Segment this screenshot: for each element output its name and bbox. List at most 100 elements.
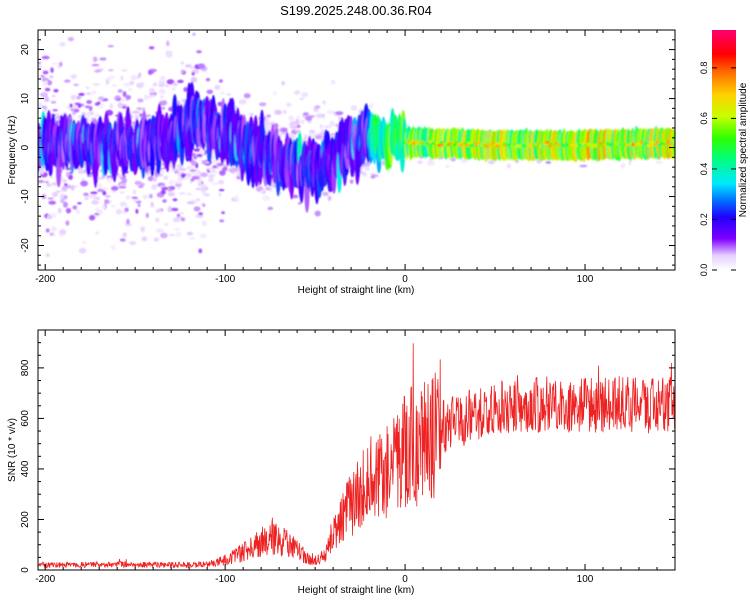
- heatmap-noise-cell: [212, 165, 217, 169]
- heatmap-noise-cell: [84, 112, 92, 118]
- heatmap-noise-cell: [136, 82, 144, 89]
- heatmap-noise-cell: [97, 106, 104, 109]
- heatmap-noise-cell: [192, 32, 196, 36]
- heatmap-noise-cell: [214, 84, 221, 90]
- heatmap-noise-cell: [72, 205, 78, 210]
- heatmap-noise-cell: [123, 82, 131, 87]
- heatmap-noise-cell: [274, 109, 282, 115]
- heatmap-x-ticks: -200 -100 0 100: [35, 30, 676, 285]
- heatmap-noise-cell: [78, 247, 87, 254]
- y-tick-label: 800: [20, 359, 31, 376]
- heatmap-noise-cell: [150, 201, 154, 208]
- heatmap-noise-cell: [164, 222, 169, 227]
- heatmap-noise-cell: [127, 87, 133, 92]
- heatmap-noise-cell: [148, 46, 155, 50]
- heatmap-noise-cell: [91, 90, 97, 95]
- heatmap-noise-cell: [148, 69, 153, 76]
- heatmap-noise-cell: [162, 199, 167, 203]
- colorbar-ticks: 0.0 0.2 0.4 0.6 0.8: [699, 62, 736, 276]
- heatmap-noise-cell: [294, 90, 301, 95]
- heatmap-noise-cell: [101, 187, 110, 190]
- heatmap-noise-cell: [47, 197, 54, 200]
- heatmap-noise-cell: [329, 122, 336, 127]
- heatmap-noise-cell: [120, 75, 124, 81]
- heatmap-noise-cell: [208, 174, 214, 178]
- heatmap-core-cell: [672, 140, 675, 144]
- snr-background: [38, 330, 675, 570]
- heatmap-noise-cell: [186, 201, 194, 205]
- heatmap-noise-cell: [200, 148, 205, 155]
- heatmap-noise-cell: [211, 182, 219, 186]
- heatmap-noise-cell: [214, 170, 218, 173]
- heatmap-noise-cell: [66, 171, 70, 178]
- colorbar: 0.0 0.2 0.4 0.6 0.8 Normalized spectral ampl…: [699, 30, 749, 276]
- heatmap-noise-cell: [165, 83, 169, 88]
- heatmap-noise-cell: [89, 214, 96, 221]
- heatmap-noise-cell: [506, 163, 511, 169]
- heatmap-noise-cell: [120, 96, 127, 103]
- colorbar-tick-label: 0.8: [699, 62, 709, 75]
- heatmap-noise-cell: [122, 210, 126, 214]
- heatmap-noise-cell: [41, 105, 48, 109]
- heatmap-noise-cell: [92, 56, 98, 63]
- y-tick-label: 0: [20, 144, 31, 150]
- heatmap-noise-cell: [129, 241, 137, 246]
- heatmap-noise-cell: [122, 104, 127, 107]
- heatmap-noise-cell: [42, 70, 49, 75]
- heatmap-noise-cell: [50, 67, 54, 73]
- heatmap-noise-cell: [65, 220, 70, 226]
- heatmap-noise-cell: [61, 185, 68, 192]
- heatmap-noise-cell: [105, 195, 111, 198]
- heatmap-noise-cell: [171, 207, 179, 212]
- heatmap-noise-cell: [166, 79, 175, 85]
- heatmap-noise-cell: [178, 192, 186, 195]
- heatmap-noise-cell: [180, 61, 185, 65]
- heatmap-noise-cell: [280, 127, 288, 133]
- heatmap-noise-cell: [168, 233, 176, 237]
- heatmap-noise-cell: [197, 63, 206, 69]
- heatmap-noise-cell: [153, 237, 160, 242]
- heatmap-noise-cell: [73, 104, 77, 110]
- heatmap-noise-cell: [208, 177, 214, 183]
- heatmap-noise-cell: [70, 74, 77, 79]
- heatmap-noise-cell: [115, 209, 122, 215]
- heatmap-noise-cell: [59, 198, 65, 204]
- x-tick-label: -200: [35, 274, 55, 285]
- heatmap-noise-cell: [44, 180, 49, 184]
- heatmap-noise-cell: [140, 226, 145, 233]
- heatmap-noise-cell: [158, 88, 166, 95]
- heatmap-noise-cell: [349, 179, 354, 184]
- heatmap-noise-cell: [77, 202, 82, 205]
- x-tick-label: 0: [402, 274, 408, 285]
- heatmap-noise-cell: [219, 219, 225, 223]
- heatmap-noise-cell: [326, 109, 335, 115]
- heatmap-noise-cell: [119, 184, 127, 187]
- heatmap-noise-cell: [259, 102, 267, 107]
- heatmap-noise-cell: [416, 160, 423, 164]
- heatmap-noise-cell: [57, 207, 62, 214]
- heatmap-noise-cell: [126, 218, 130, 225]
- heatmap-noise-cell: [168, 179, 175, 186]
- heatmap-noise-cell: [57, 65, 61, 69]
- heatmap-noise-cell: [222, 166, 228, 172]
- heatmap-noise-cell: [84, 105, 90, 109]
- heatmap-noise-cell: [202, 70, 208, 73]
- heatmap-noise-cell: [104, 199, 109, 204]
- heatmap-noise-cell: [179, 211, 185, 215]
- heatmap-noise-cell: [267, 206, 274, 211]
- heatmap-noise-cell: [107, 45, 114, 48]
- heatmap-core-cell: [476, 141, 481, 145]
- heatmap-noise-cell: [119, 238, 126, 242]
- heatmap-noise-cell: [186, 192, 193, 196]
- heatmap-noise-cell: [50, 100, 57, 104]
- heatmap-noise-cell: [301, 92, 309, 98]
- heatmap-noise-cell: [60, 193, 65, 200]
- heatmap-noise-cell: [96, 101, 101, 105]
- heatmap-noise-cell: [68, 174, 73, 180]
- heatmap-noise-cell: [111, 204, 116, 208]
- heatmap-noise-cell: [272, 91, 277, 96]
- heatmap-noise-cell: [52, 109, 58, 112]
- heatmap-core-cell: [484, 144, 490, 148]
